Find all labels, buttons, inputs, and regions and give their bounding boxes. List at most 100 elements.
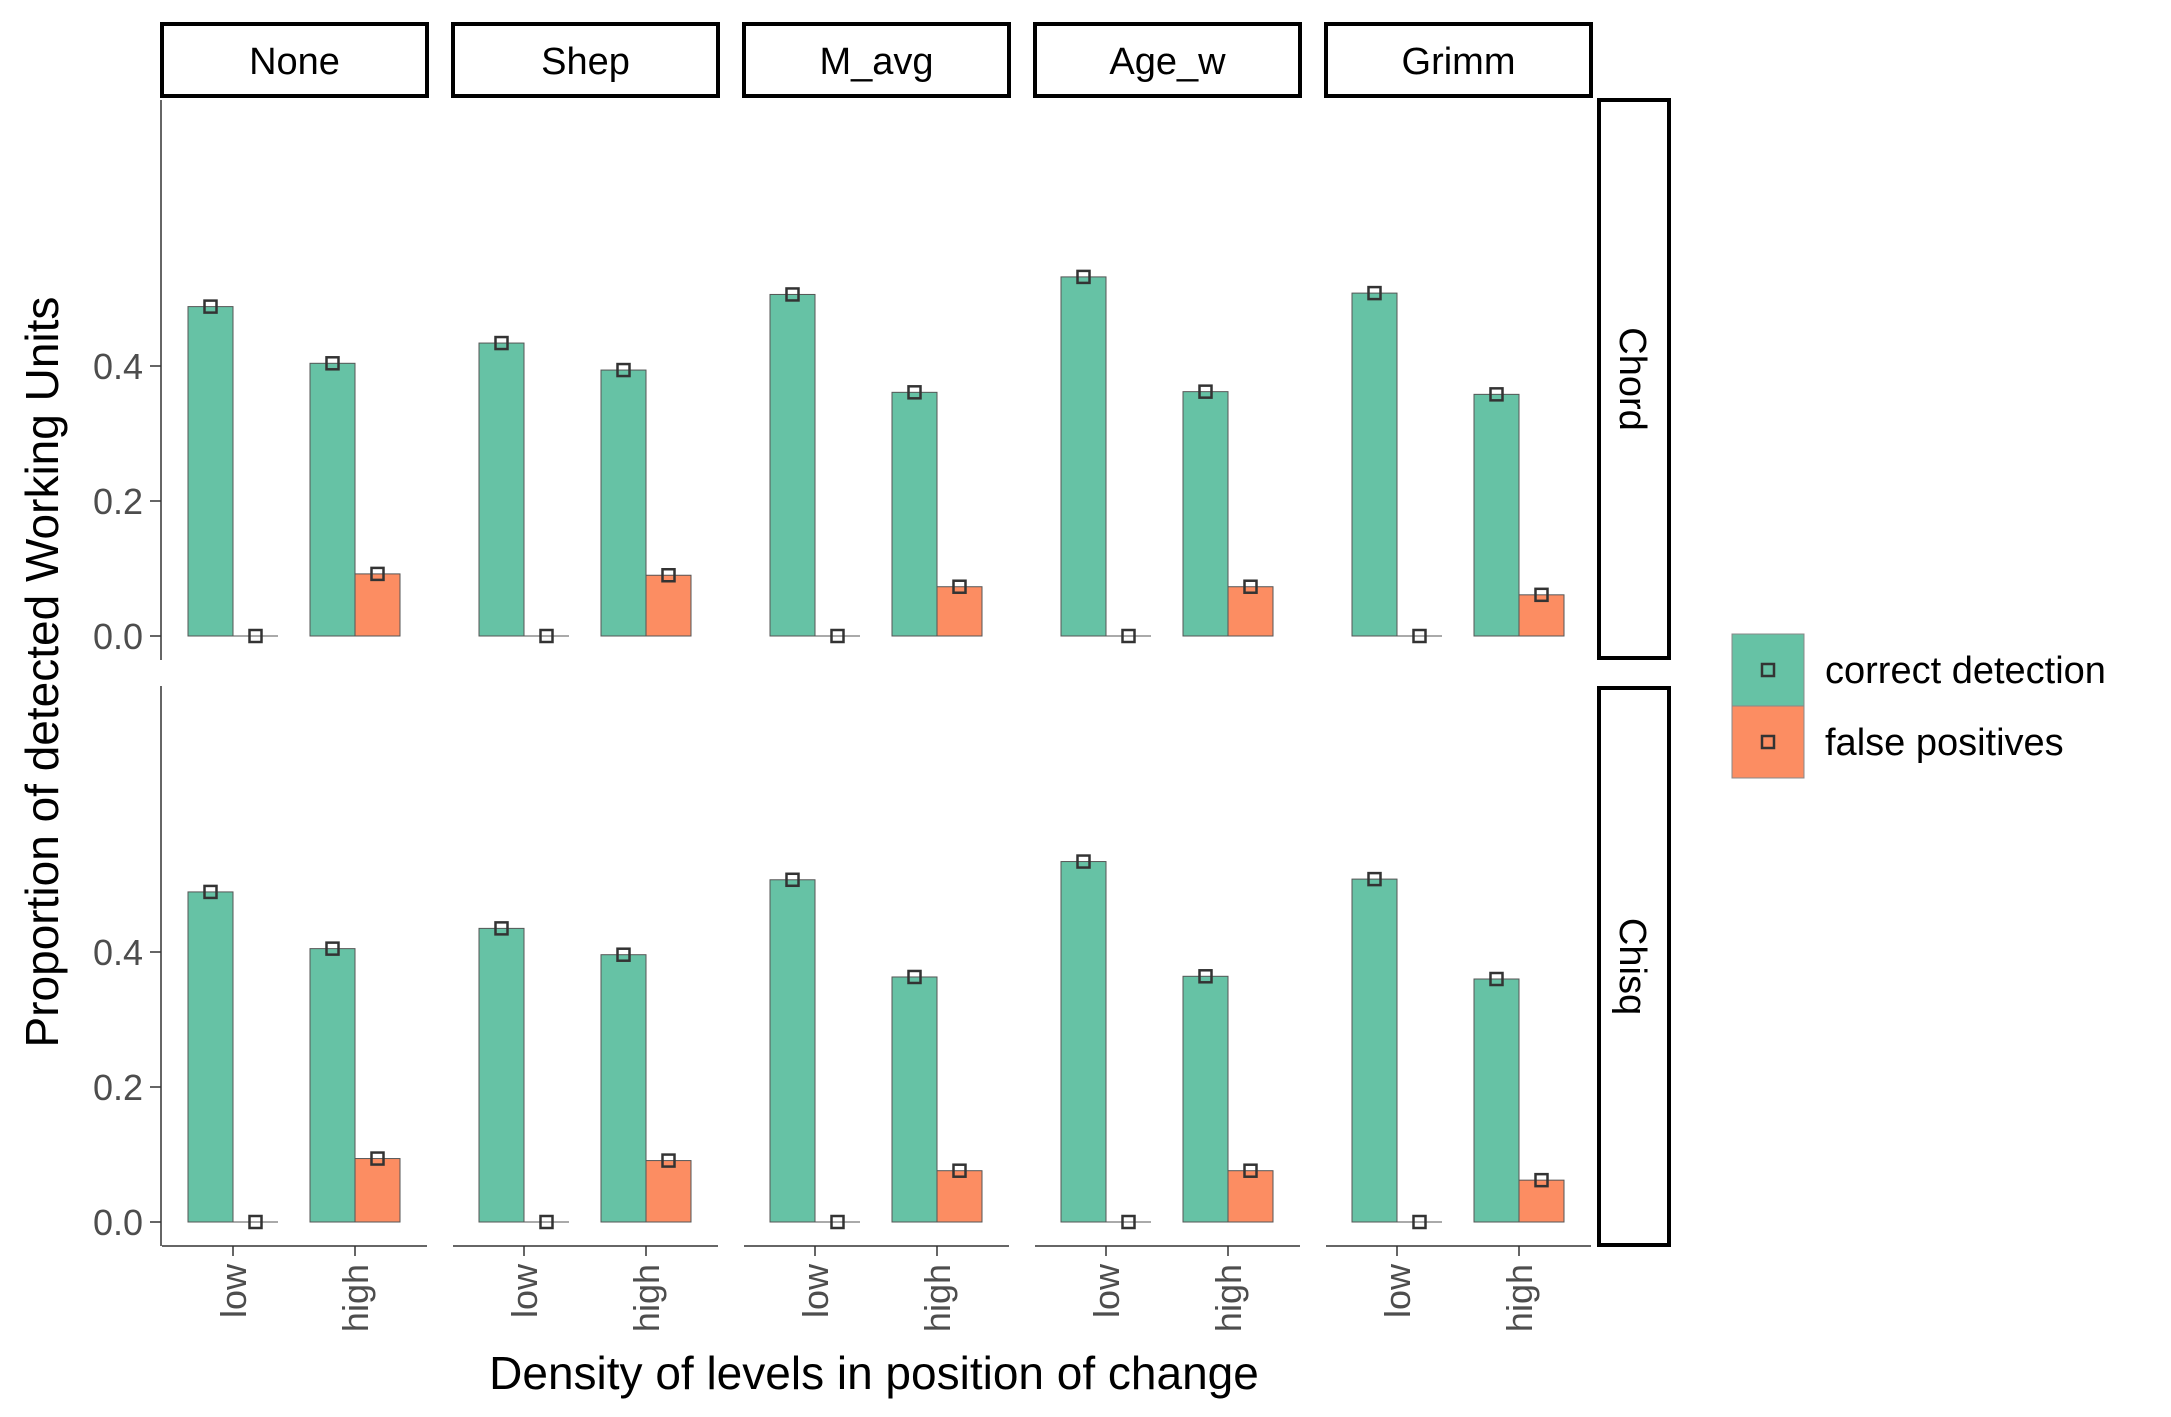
point-chord-m-avg-high-correct-detection xyxy=(907,385,922,400)
bar-chisq-shep-high-correct-detection xyxy=(600,954,647,1223)
point-chord-grimm-low-false-positives xyxy=(1412,628,1427,644)
strip-grimm xyxy=(1324,22,1593,98)
point-chisq-none-low-false-positives xyxy=(248,1214,263,1230)
legend-key-correct-detection xyxy=(1731,633,1805,707)
strip-shep xyxy=(451,22,720,98)
x-tick-label: high xyxy=(1499,1264,1540,1332)
bar-chisq-none-high-false-positives xyxy=(354,1158,401,1223)
bar-chisq-grimm-low-correct-detection xyxy=(1351,878,1398,1223)
point-chisq-age-w-low-correct-detection xyxy=(1076,854,1091,869)
strip-label-shep: Shep xyxy=(541,41,630,83)
y-tick-label: 0.4 xyxy=(93,932,143,973)
point-chord-shep-high-false-positives xyxy=(661,568,676,583)
y-tick-label: 0.2 xyxy=(93,1067,143,1108)
bar-chord-grimm-high-correct-detection xyxy=(1473,393,1520,637)
point-chord-age-w-low-false-positives xyxy=(1121,628,1136,644)
point-chisq-none-low-correct-detection xyxy=(203,884,218,900)
x-tick-label: low xyxy=(1377,1263,1418,1318)
axes: 0.0 0.2 0.4 0.0 0.2 0.4 low high low high low high l… xyxy=(93,100,1591,1332)
strip-label-none: None xyxy=(249,41,340,83)
bars-layer xyxy=(187,269,1565,1230)
bar-chord-m-avg-high-correct-detection xyxy=(891,391,938,637)
bar-chord-m-avg-high-false-positives xyxy=(936,586,983,637)
bar-chord-m-avg-low-correct-detection xyxy=(769,293,816,637)
y-tick-label: 0.0 xyxy=(93,1202,143,1243)
point-chisq-grimm-high-correct-detection xyxy=(1489,971,1504,987)
bar-chisq-age-w-high-false-positives xyxy=(1227,1170,1274,1223)
point-chisq-grimm-high-false-positives xyxy=(1534,1172,1549,1188)
point-chord-grimm-high-correct-detection xyxy=(1489,387,1504,402)
point-chord-age-w-high-false-positives xyxy=(1243,579,1258,594)
point-chord-shep-low-correct-detection xyxy=(494,335,509,351)
point-chord-shep-low-false-positives xyxy=(539,628,554,644)
x-tick-label: low xyxy=(795,1263,836,1318)
x-tick-label: low xyxy=(504,1263,545,1318)
legend: correct detection false positives xyxy=(1731,633,2106,779)
bar-chisq-shep-low-correct-detection xyxy=(478,927,525,1223)
x-tick-label: high xyxy=(626,1264,667,1332)
strip-label-m-avg: M_avg xyxy=(819,41,933,83)
y-tick-label: 0.2 xyxy=(93,481,143,522)
x-tick-label: low xyxy=(213,1263,254,1318)
bar-chord-none-low-correct-detection xyxy=(187,306,234,637)
x-axis-title: Density of levels in position of change xyxy=(489,1347,1259,1399)
point-chisq-none-high-correct-detection xyxy=(325,941,340,956)
point-chord-m-avg-low-false-positives xyxy=(830,628,845,644)
legend-marker-correct-detection xyxy=(1760,662,1776,678)
strip-none xyxy=(160,22,429,98)
point-chisq-shep-low-false-positives xyxy=(539,1214,554,1230)
point-chord-m-avg-high-false-positives xyxy=(952,579,967,594)
bar-chord-none-high-correct-detection xyxy=(309,362,356,637)
column-strips: None Shep M_avg Age_w Grimm xyxy=(160,22,1593,98)
bar-chisq-grimm-high-correct-detection xyxy=(1473,978,1520,1223)
bar-chisq-none-high-correct-detection xyxy=(309,948,356,1223)
x-tick-label: high xyxy=(335,1264,376,1332)
bar-chisq-m-avg-low-correct-detection xyxy=(769,879,816,1223)
point-chisq-grimm-low-false-positives xyxy=(1412,1214,1427,1230)
bar-chord-shep-high-false-positives xyxy=(645,574,692,637)
point-chisq-m-avg-high-correct-detection xyxy=(907,969,922,985)
legend-marker-false-positives xyxy=(1760,734,1776,750)
row-strips: Chord Chisq xyxy=(1597,98,1671,1247)
point-chisq-m-avg-low-correct-detection xyxy=(785,872,800,888)
point-chord-none-high-correct-detection xyxy=(325,356,340,371)
strip-label-chisq: Chisq xyxy=(1611,918,1653,1015)
point-chisq-shep-low-correct-detection xyxy=(494,921,509,936)
point-chord-none-high-false-positives xyxy=(370,566,385,582)
legend-key-false-positives xyxy=(1731,705,1805,779)
point-chord-none-low-correct-detection xyxy=(203,299,218,314)
point-chord-grimm-low-correct-detection xyxy=(1367,285,1382,301)
point-chord-m-avg-low-correct-detection xyxy=(785,287,800,302)
legend-label-correct-detection: correct detection xyxy=(1825,650,2106,692)
strip-label-chord: Chord xyxy=(1611,327,1653,431)
y-tick-label: 0.0 xyxy=(93,616,143,657)
strip-label-age-w: Age_w xyxy=(1109,41,1226,83)
y-axis-title: Proportion of detected Working Units xyxy=(16,297,68,1048)
point-chisq-m-avg-high-false-positives xyxy=(952,1163,967,1178)
point-chord-age-w-high-correct-detection xyxy=(1198,384,1213,399)
x-tick-label: high xyxy=(917,1264,958,1332)
bar-chord-shep-high-correct-detection xyxy=(600,369,647,637)
bar-chord-age-w-high-correct-detection xyxy=(1182,391,1229,637)
x-tick-label: high xyxy=(1208,1264,1249,1332)
bar-chord-shep-low-correct-detection xyxy=(478,342,525,637)
point-chisq-shep-high-correct-detection xyxy=(616,947,631,962)
strip-label-grimm: Grimm xyxy=(1402,41,1516,83)
strip-m-avg xyxy=(742,22,1011,98)
bar-chisq-age-w-low-correct-detection xyxy=(1060,861,1107,1223)
point-chord-shep-high-correct-detection xyxy=(616,362,631,378)
point-chisq-none-high-false-positives xyxy=(370,1151,385,1166)
point-chord-age-w-low-correct-detection xyxy=(1076,269,1091,285)
bar-chisq-none-low-correct-detection xyxy=(187,891,234,1223)
strip-chisq xyxy=(1597,686,1671,1247)
point-chisq-shep-high-false-positives xyxy=(661,1153,676,1168)
bar-chisq-m-avg-high-false-positives xyxy=(936,1170,983,1223)
bar-chisq-age-w-high-correct-detection xyxy=(1182,975,1229,1223)
bar-chisq-shep-high-false-positives xyxy=(645,1160,692,1223)
point-chisq-m-avg-low-false-positives xyxy=(830,1214,845,1230)
legend-label-false-positives: false positives xyxy=(1825,722,2064,764)
strip-age-w xyxy=(1033,22,1302,98)
strip-chord xyxy=(1597,98,1671,660)
bar-chord-none-high-false-positives xyxy=(354,573,401,637)
